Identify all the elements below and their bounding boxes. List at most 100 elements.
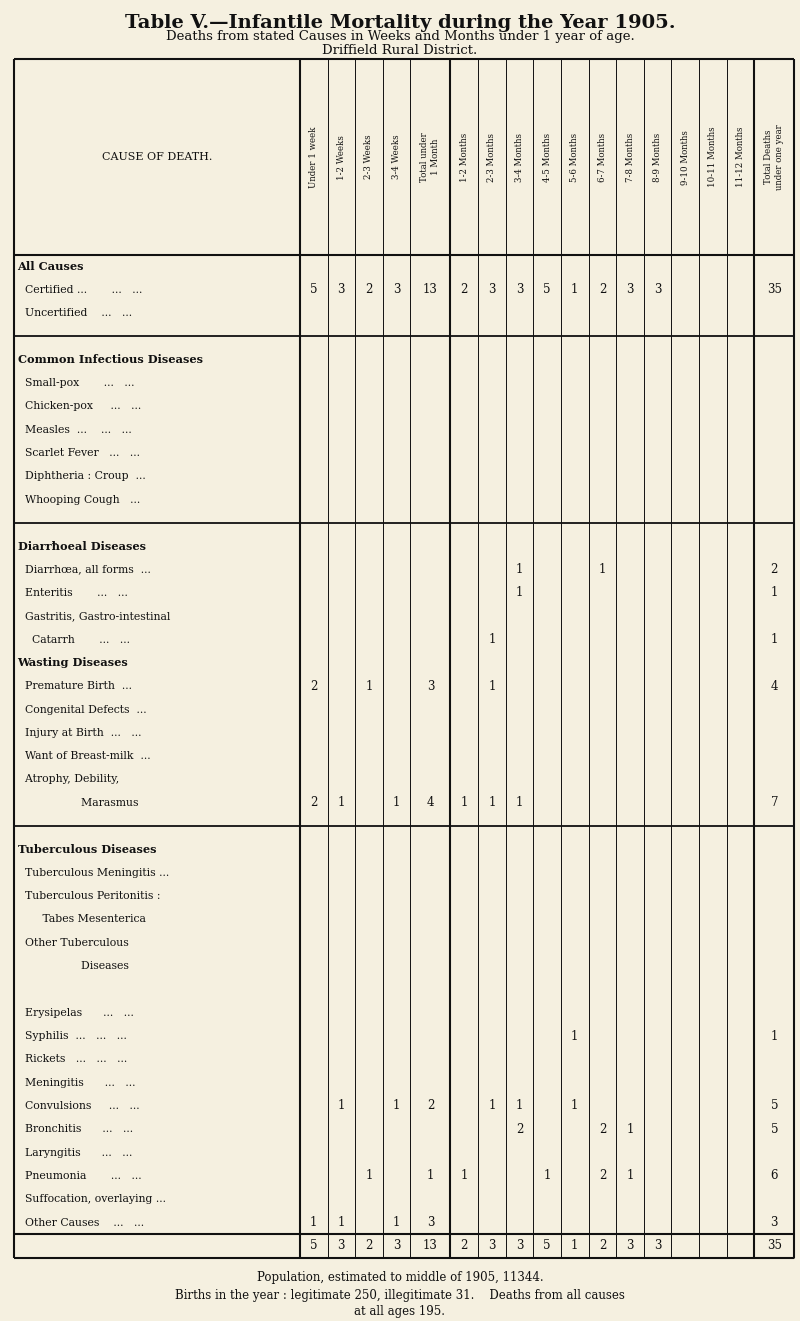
Text: Diphtheria : Croup  ...: Diphtheria : Croup ... (18, 472, 146, 481)
Text: Pneumonia       ...   ...: Pneumonia ... ... (18, 1170, 141, 1181)
Text: 3: 3 (654, 1239, 662, 1252)
Text: 13: 13 (423, 283, 438, 296)
Text: 5: 5 (543, 1239, 551, 1252)
Text: Syphilis  ...   ...   ...: Syphilis ... ... ... (18, 1030, 126, 1041)
Text: Tabes Mesenterica: Tabes Mesenterica (18, 914, 146, 925)
Text: Meningitis      ...   ...: Meningitis ... ... (18, 1078, 135, 1087)
Text: 7-8 Months: 7-8 Months (626, 132, 634, 182)
Text: 3: 3 (338, 1239, 345, 1252)
Text: 1: 1 (366, 680, 373, 692)
Text: 2: 2 (310, 797, 318, 810)
Text: 1: 1 (426, 1169, 434, 1182)
Text: 1: 1 (338, 1217, 345, 1229)
Text: Congenital Defects  ...: Congenital Defects ... (18, 704, 146, 715)
Text: Premature Birth  ...: Premature Birth ... (18, 682, 131, 691)
Text: Total under
1 Month: Total under 1 Month (420, 132, 441, 182)
Text: 3: 3 (516, 283, 523, 296)
Text: 4: 4 (770, 680, 778, 692)
Text: 2: 2 (426, 1099, 434, 1112)
Text: Bronchitis      ...   ...: Bronchitis ... ... (18, 1124, 133, 1135)
Text: 2: 2 (516, 1123, 523, 1136)
Text: 1: 1 (543, 1169, 551, 1182)
Text: Uncertified    ...   ...: Uncertified ... ... (18, 308, 132, 318)
Text: Births in the year : legitimate 250, illegitimate 31.    Deaths from all causes: Births in the year : legitimate 250, ill… (175, 1289, 625, 1303)
Text: 1: 1 (488, 633, 495, 646)
Text: 1: 1 (571, 1239, 578, 1252)
Text: 1: 1 (338, 797, 345, 810)
Text: 1: 1 (393, 1217, 400, 1229)
Text: 1: 1 (626, 1169, 634, 1182)
Text: 1: 1 (488, 1099, 495, 1112)
Text: 2-3 Months: 2-3 Months (487, 132, 496, 181)
Text: 3: 3 (770, 1217, 778, 1229)
Text: 1: 1 (770, 633, 778, 646)
Text: 2: 2 (598, 283, 606, 296)
Text: Tuberculous Peritonitis :: Tuberculous Peritonitis : (18, 892, 160, 901)
Text: Tuberculous Meningitis ...: Tuberculous Meningitis ... (18, 868, 169, 877)
Text: 6: 6 (770, 1169, 778, 1182)
Text: 3: 3 (393, 1239, 400, 1252)
Text: 3: 3 (338, 283, 345, 296)
Text: 1: 1 (516, 563, 523, 576)
Text: 5-6 Months: 5-6 Months (570, 132, 579, 182)
Text: 1: 1 (516, 587, 523, 600)
Text: Laryngitis      ...   ...: Laryngitis ... ... (18, 1148, 132, 1157)
Text: 4-5 Months: 4-5 Months (542, 132, 552, 182)
Text: 8-9 Months: 8-9 Months (653, 132, 662, 182)
Text: 13: 13 (423, 1239, 438, 1252)
Text: Chicken-pox     ...   ...: Chicken-pox ... ... (18, 402, 141, 411)
Text: 1: 1 (488, 797, 495, 810)
Text: 2: 2 (598, 1169, 606, 1182)
Text: 35: 35 (767, 283, 782, 296)
Text: 3: 3 (626, 283, 634, 296)
Text: 2: 2 (366, 1239, 373, 1252)
Text: Suffocation, overlaying ...: Suffocation, overlaying ... (18, 1194, 166, 1205)
Text: 2: 2 (461, 1239, 468, 1252)
Text: 2: 2 (310, 680, 318, 692)
Text: 3: 3 (426, 1217, 434, 1229)
Text: 1: 1 (571, 1099, 578, 1112)
Text: 1: 1 (770, 1029, 778, 1042)
Text: Catarrh       ...   ...: Catarrh ... ... (18, 634, 130, 645)
Text: 1: 1 (461, 1169, 468, 1182)
Text: 3: 3 (488, 283, 496, 296)
Text: 1: 1 (571, 283, 578, 296)
Text: Atrophy, Debility,: Atrophy, Debility, (18, 774, 118, 785)
Text: Injury at Birth  ...   ...: Injury at Birth ... ... (18, 728, 141, 738)
Text: All Causes: All Causes (18, 262, 84, 272)
Text: 10-11 Months: 10-11 Months (709, 127, 718, 188)
Text: 1: 1 (366, 1169, 373, 1182)
Text: 1: 1 (338, 1099, 345, 1112)
Text: Other Tuberculous: Other Tuberculous (18, 938, 128, 947)
Text: 1-2 Weeks: 1-2 Weeks (337, 135, 346, 180)
Text: Measles  ...    ...   ...: Measles ... ... ... (18, 424, 131, 435)
Text: Whooping Cough   ...: Whooping Cough ... (18, 494, 140, 505)
Text: 3: 3 (654, 283, 662, 296)
Text: Scarlet Fever   ...   ...: Scarlet Fever ... ... (18, 448, 139, 458)
Text: Wasting Diseases: Wasting Diseases (18, 658, 128, 668)
Text: 1: 1 (626, 1123, 634, 1136)
Text: 6-7 Months: 6-7 Months (598, 132, 607, 182)
Text: Population, estimated to middle of 1905, 11344.: Population, estimated to middle of 1905,… (257, 1271, 543, 1284)
Text: 1: 1 (488, 680, 495, 692)
Text: 3-4 Weeks: 3-4 Weeks (392, 135, 401, 180)
Text: 2-3 Weeks: 2-3 Weeks (365, 135, 374, 180)
Text: 1: 1 (516, 797, 523, 810)
Text: Driffield Rural District.: Driffield Rural District. (322, 44, 478, 57)
Text: 1: 1 (571, 1029, 578, 1042)
Text: 7: 7 (770, 797, 778, 810)
Text: Small-pox       ...   ...: Small-pox ... ... (18, 378, 134, 388)
Text: 11-12 Months: 11-12 Months (736, 127, 745, 188)
Text: Other Causes    ...   ...: Other Causes ... ... (18, 1218, 144, 1227)
Text: Deaths from stated Causes in Weeks and Months under 1 year of age.: Deaths from stated Causes in Weeks and M… (166, 29, 634, 42)
Text: at all ages 195.: at all ages 195. (354, 1305, 446, 1318)
Text: 2: 2 (770, 563, 778, 576)
Text: 2: 2 (366, 283, 373, 296)
Text: Under 1 week: Under 1 week (309, 127, 318, 188)
Text: 5: 5 (310, 283, 318, 296)
Text: 1: 1 (770, 587, 778, 600)
Text: 5: 5 (770, 1123, 778, 1136)
Text: Certified ...       ...   ...: Certified ... ... ... (18, 285, 142, 295)
Text: 3: 3 (488, 1239, 496, 1252)
Text: 2: 2 (598, 1123, 606, 1136)
